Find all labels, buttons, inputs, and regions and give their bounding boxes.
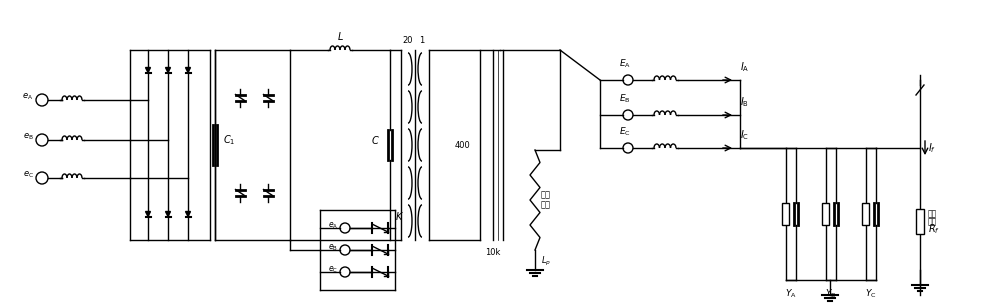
Text: $e_{\rm C}$: $e_{\rm C}$ xyxy=(328,265,338,275)
Text: 接地: 接地 xyxy=(928,209,937,218)
Text: $E_{\rm C}$: $E_{\rm C}$ xyxy=(619,125,631,138)
Polygon shape xyxy=(146,67,151,72)
Text: $I_{\rm B}$: $I_{\rm B}$ xyxy=(740,95,749,109)
Text: $e_{\rm B}$: $e_{\rm B}$ xyxy=(23,132,33,142)
Text: 线圈: 线圈 xyxy=(541,201,551,209)
Text: 消弧: 消弧 xyxy=(541,191,551,200)
Bar xyxy=(916,209,924,234)
Text: $L_p$: $L_p$ xyxy=(541,255,551,268)
Text: $E_{\rm A}$: $E_{\rm A}$ xyxy=(619,58,631,70)
Text: 电阻: 电阻 xyxy=(928,217,937,226)
Text: 20: 20 xyxy=(403,36,413,45)
Text: $e_{\rm C}$: $e_{\rm C}$ xyxy=(23,170,33,180)
Text: $Y_{\rm C}$: $Y_{\rm C}$ xyxy=(865,288,877,301)
Text: 400: 400 xyxy=(454,140,470,149)
Text: $C_1$: $C_1$ xyxy=(223,133,235,147)
Polygon shape xyxy=(146,212,151,217)
Text: $R_f$: $R_f$ xyxy=(928,223,940,237)
Text: $e_{\rm A}$: $e_{\rm A}$ xyxy=(22,92,34,102)
Bar xyxy=(782,203,789,225)
Bar xyxy=(862,203,869,225)
Text: $K$: $K$ xyxy=(395,210,405,222)
Text: $Y_{\rm B}$: $Y_{\rm B}$ xyxy=(825,288,837,301)
Text: $C$: $C$ xyxy=(371,134,380,146)
Text: $E_{\rm B}$: $E_{\rm B}$ xyxy=(619,92,631,105)
Text: 1: 1 xyxy=(419,36,425,45)
Text: $I_f$: $I_f$ xyxy=(928,141,936,155)
Bar xyxy=(822,203,829,225)
Text: $I_{\rm C}$: $I_{\rm C}$ xyxy=(740,128,749,142)
Text: $e_{\rm B}$: $e_{\rm B}$ xyxy=(328,243,338,253)
Polygon shape xyxy=(166,212,171,217)
Polygon shape xyxy=(166,67,171,72)
Text: $Y_{\rm A}$: $Y_{\rm A}$ xyxy=(785,288,797,301)
Polygon shape xyxy=(186,212,191,217)
Text: $I_{\rm A}$: $I_{\rm A}$ xyxy=(740,60,749,74)
Text: $L$: $L$ xyxy=(337,30,343,42)
Polygon shape xyxy=(186,67,191,72)
Text: $e_{\rm A}$: $e_{\rm A}$ xyxy=(328,221,338,231)
Text: 10k: 10k xyxy=(485,248,501,257)
